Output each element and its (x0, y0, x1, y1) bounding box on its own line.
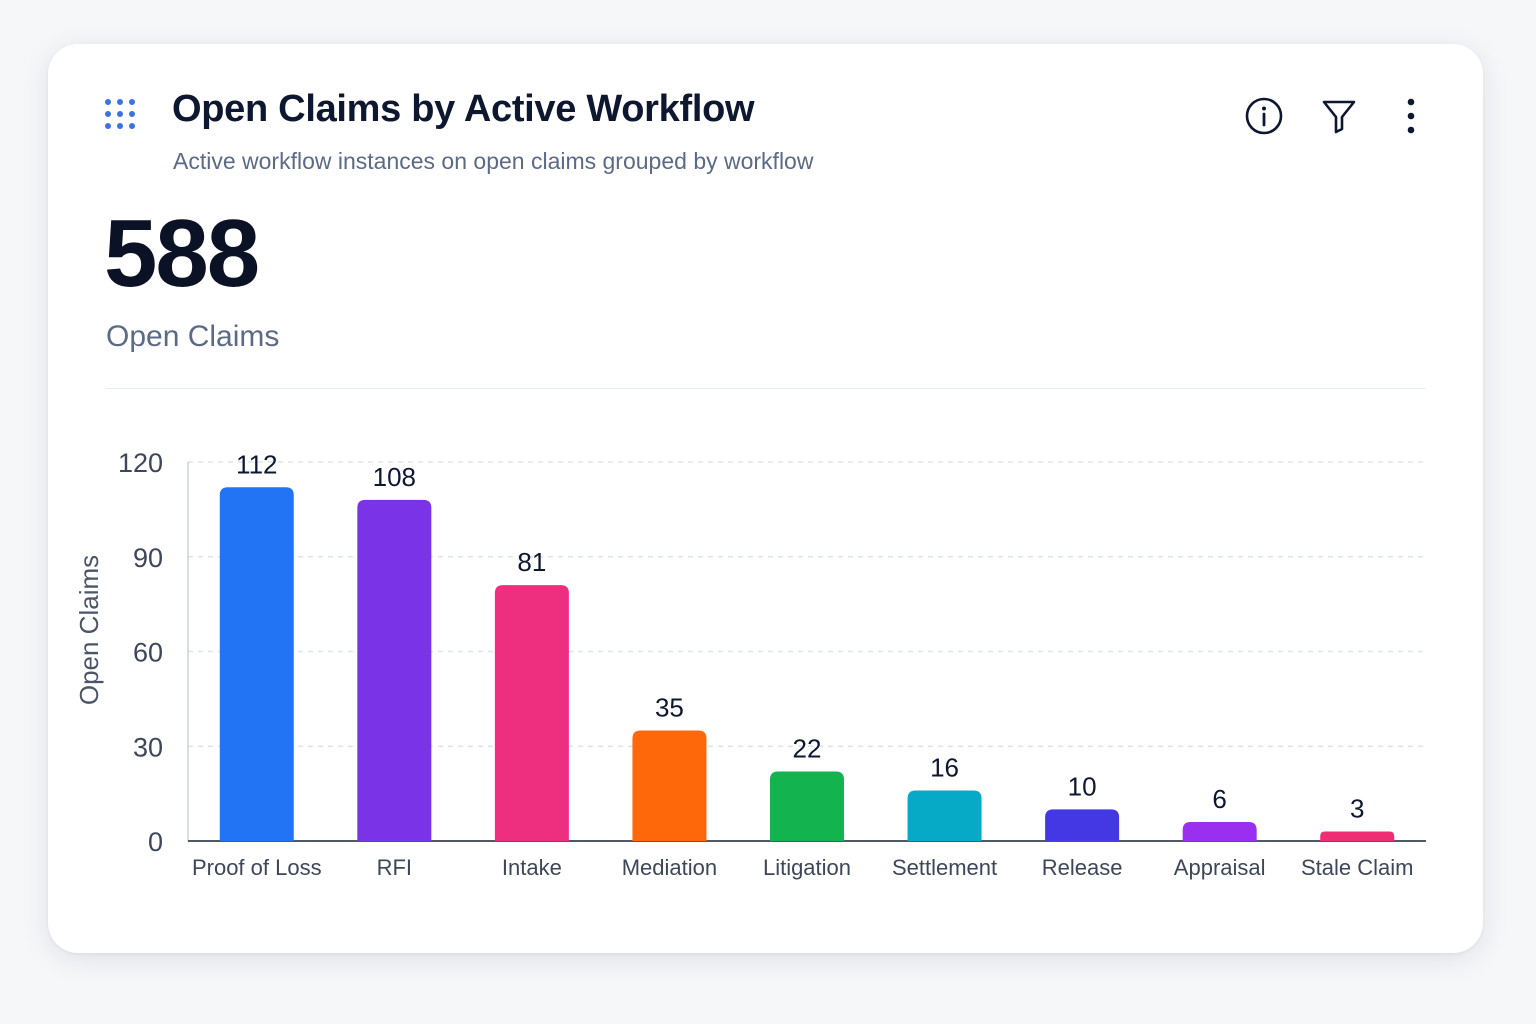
bar-value-label: 35 (655, 692, 684, 722)
bar-value-label: 16 (930, 752, 959, 782)
bar-value-label: 10 (1068, 771, 1097, 801)
x-tick-label: Stale Claim (1301, 855, 1413, 880)
x-tick-label: Litigation (763, 855, 851, 880)
x-tick-label: Mediation (622, 855, 717, 880)
bar-litigation (770, 771, 844, 841)
bar-mediation (632, 730, 707, 841)
y-tick-label: 60 (133, 638, 163, 668)
divider (106, 388, 1426, 389)
x-tick-label: Appraisal (1174, 855, 1266, 880)
bar-value-label: 81 (517, 547, 546, 577)
info-icon (1245, 97, 1283, 135)
info-button[interactable] (1242, 94, 1286, 138)
bar-value-label: 6 (1212, 784, 1226, 814)
bar-stale-claim (1320, 831, 1395, 841)
bar-rfi (357, 499, 432, 841)
x-tick-label: Release (1042, 855, 1123, 880)
filter-button[interactable] (1317, 94, 1361, 138)
x-tick-label: Proof of Loss (192, 855, 322, 880)
more-options-button[interactable] (1389, 94, 1433, 138)
bar-value-label: 3 (1350, 794, 1364, 824)
kpi-label: Open Claims (106, 320, 280, 353)
bar-value-label: 108 (373, 462, 416, 492)
bar-settlement (907, 790, 982, 841)
x-tick-label: Settlement (892, 855, 997, 880)
bar-proof-of-loss (219, 487, 294, 841)
card-subtitle: Active workflow instances on open claims… (173, 148, 814, 174)
bar-intake (494, 585, 569, 841)
y-tick-label: 30 (133, 732, 163, 762)
card-title: Open Claims by Active Workflow (172, 88, 755, 130)
y-tick-label: 120 (118, 448, 163, 478)
filter-icon (1322, 100, 1356, 134)
bar-value-label: 22 (793, 734, 822, 764)
bar-appraisal (1182, 822, 1257, 841)
bar-release (1045, 809, 1120, 841)
x-tick-label: Intake (502, 855, 562, 880)
kpi-value: 588 (104, 200, 260, 307)
more-vertical-icon (1407, 98, 1415, 134)
bar-value-label: 112 (236, 449, 277, 479)
drag-handle-icon[interactable] (104, 98, 140, 130)
y-tick-label: 0 (148, 827, 163, 857)
y-tick-label: 90 (133, 543, 163, 573)
y-axis-title: Open Claims (74, 555, 104, 705)
x-tick-label: RFI (377, 855, 412, 880)
